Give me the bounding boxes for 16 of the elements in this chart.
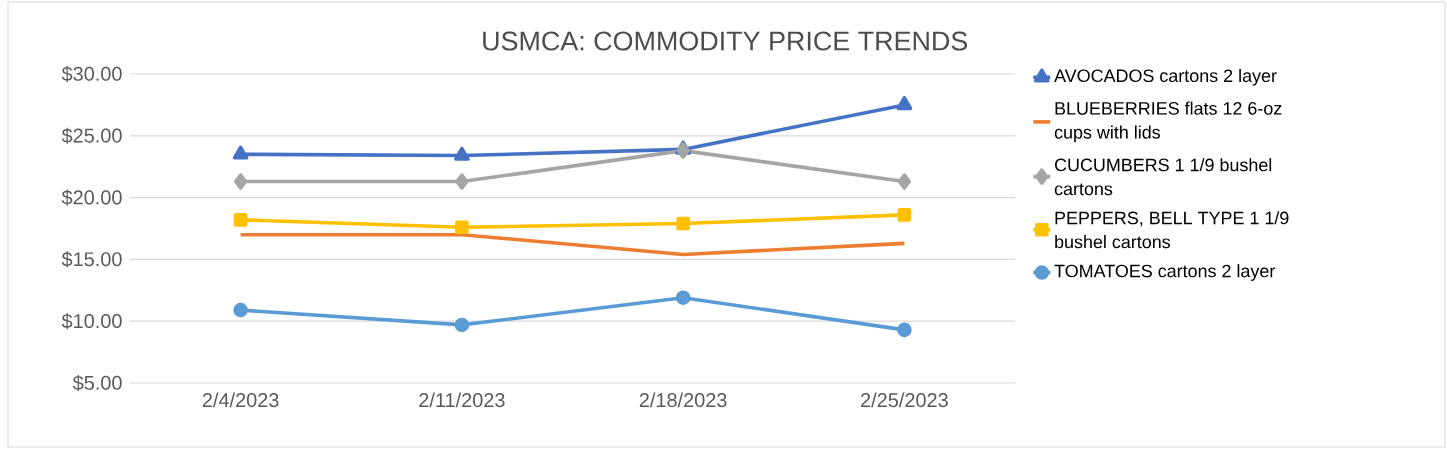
x-tick-label: 2/25/2023 (861, 392, 948, 408)
y-tick-label: $10.00 (61, 313, 122, 330)
x-tick-label: 2/18/2023 (639, 392, 727, 408)
x-tick-label: 2/11/2023 (419, 392, 505, 408)
y-tick-label: $25.00 (61, 127, 122, 144)
legend-label: AVOCADOS cartons 2 layer (1054, 68, 1277, 86)
legend-label: CUCUMBERS 1 1/9 bushel cartons (1054, 158, 1272, 196)
legend-label: PEPPERS, BELL TYPE 1 1/9 bushel cartons (1055, 211, 1289, 249)
y-tick-label: $30.00 (61, 65, 122, 83)
y-tick-label: $20.00 (61, 189, 122, 206)
y-tick-label: $5.00 (72, 374, 122, 392)
legend-label: BLUEBERRIES flats 12 6-oz cups with lids (1054, 101, 1282, 143)
legend-label: TOMATOES cartons 2 layer (1054, 264, 1276, 281)
x-tick-label: 2/4/2023 (202, 392, 279, 408)
y-tick-label: $15.00 (61, 251, 122, 268)
chart-title: USMCA: COMMODITY PRICE TRENDS (483, 31, 968, 51)
